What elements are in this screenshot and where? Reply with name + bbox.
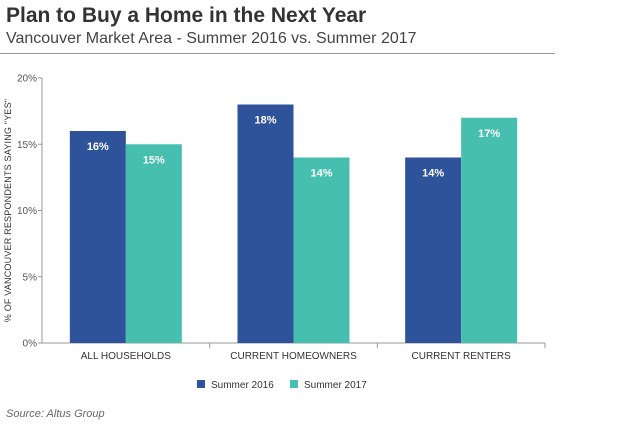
bar-value-label: 17%	[478, 128, 500, 140]
bar-value-label: 15%	[143, 154, 165, 166]
x-category-label: CURRENT RENTERS	[412, 351, 512, 362]
chart-bars	[69, 104, 518, 343]
chart-labels: ALL HOUSEHOLDS 16% 15% CURRENT HOMEOWNERS 18…	[81, 115, 511, 363]
chart-subtitle: Vancouver Market Area - Summer 2016 vs. …	[6, 30, 417, 47]
legend-item-label: Summer 2016	[211, 380, 274, 391]
source-note: Source: Altus Group	[6, 408, 105, 420]
x-category-label: CURRENT HOMEOWNERS	[230, 351, 357, 362]
bar	[125, 144, 182, 343]
y-tick-label: 20%	[17, 74, 37, 85]
bar	[293, 157, 350, 343]
chart-legend: Summer 2016 Summer 2017	[197, 380, 367, 391]
x-category-label: ALL HOUSEHOLDS	[81, 351, 172, 362]
legend-swatch	[197, 380, 205, 388]
bar-value-label: 16%	[87, 141, 109, 153]
bar-value-label: 14%	[310, 168, 332, 180]
bar-value-label: 18%	[254, 115, 276, 127]
bar	[69, 131, 126, 343]
bar	[405, 157, 462, 343]
bar-chart: 0% 5% 10% 15% 20% % OF VANCOUVER RESPONDENTS …	[3, 74, 546, 391]
bar	[237, 104, 294, 343]
chart-title: Plan to Buy a Home in the Next Year	[6, 4, 367, 27]
y-tick-label: 10%	[17, 206, 37, 217]
y-axis-label: % OF VANCOUVER RESPONDENTS SAYING "YES"	[3, 99, 13, 322]
bar-value-label: 14%	[422, 168, 444, 180]
legend-item-label: Summer 2017	[304, 380, 367, 391]
y-tick-label: 0%	[23, 339, 38, 350]
y-tick-label: 15%	[17, 140, 37, 151]
y-tick-label: 5%	[23, 272, 38, 283]
title-divider	[0, 53, 555, 54]
legend-swatch	[290, 380, 298, 388]
bar	[461, 117, 518, 343]
